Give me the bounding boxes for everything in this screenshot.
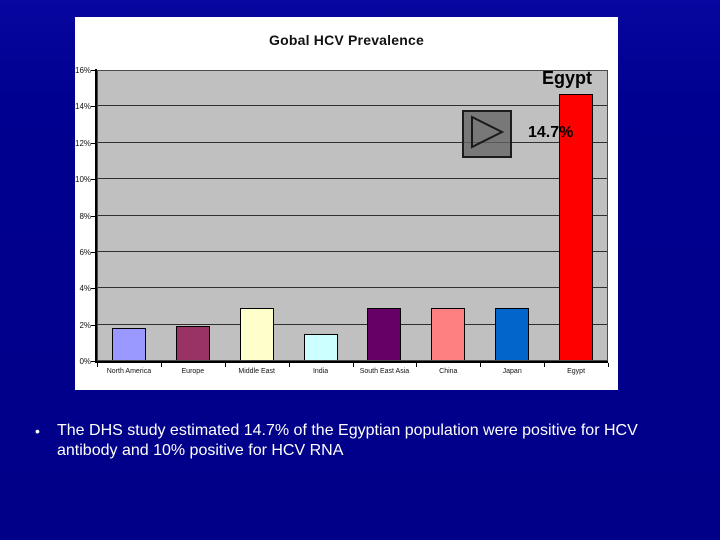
x-tick-mark [416, 363, 418, 367]
chart-title: Gobal HCV Prevalence [269, 32, 424, 48]
x-tick-label: India [312, 368, 329, 375]
x-tick-label: Egypt [567, 368, 586, 375]
y-tick-mark [91, 142, 96, 144]
y-tick-mark [91, 288, 96, 290]
y-tick-mark [91, 251, 96, 253]
y-tick-label: 16% [75, 66, 92, 75]
y-tick-label: 8% [79, 211, 91, 221]
bar-egypt [559, 93, 594, 361]
y-tick-mark [91, 215, 96, 217]
plot-area [97, 70, 608, 361]
bar-china [431, 308, 466, 361]
y-tick-label: 6% [79, 247, 91, 257]
x-tick-mark [480, 363, 482, 367]
x-tick-label: North America [106, 368, 152, 375]
x-axis-line [95, 361, 608, 363]
x-tick-label: Europe [181, 368, 205, 375]
y-tick-label: 0% [79, 357, 91, 366]
chart-container: Gobal HCV Prevalence 0% 2% 4% 6% 8% 10% 12% 14%… [75, 17, 618, 390]
x-tick-mark [288, 363, 290, 367]
y-tick-mark [91, 324, 96, 326]
y-tick-mark [91, 70, 96, 71]
x-tick-mark [544, 363, 546, 367]
bar-middle-east [239, 308, 274, 361]
x-tick-mark [352, 363, 354, 367]
y-tick-label: 14% [75, 102, 92, 112]
y-tick-mark [91, 106, 96, 108]
x-tick-label: China [439, 368, 458, 375]
gridline [97, 214, 608, 216]
gridline [97, 178, 608, 180]
y-tick-label: 2% [79, 320, 91, 330]
x-tick-label: Japan [502, 368, 522, 375]
gridline [97, 287, 608, 289]
x-tick-label: Middle East [238, 368, 275, 375]
x-tick-mark [608, 363, 609, 367]
gridline [97, 250, 608, 252]
bullet-text: The DHS study estimated 14.7% of the Egy… [57, 422, 638, 459]
bullet-item: • The DHS study estimated 14.7% of the E… [35, 421, 695, 461]
x-tick-mark [224, 363, 226, 367]
y-axis-line [95, 69, 97, 363]
bar-europe [175, 326, 210, 361]
x-tick-label: South East Asia [359, 368, 410, 375]
bar-japan [495, 308, 530, 361]
y-tick-label: 10% [75, 175, 92, 185]
bar-india [303, 333, 338, 361]
y-tick-label: 12% [75, 138, 92, 148]
x-tick-mark [97, 363, 98, 367]
gridline [97, 141, 608, 143]
bullet-marker: • [35, 423, 40, 439]
egypt-value-annotation: 14.7% [528, 124, 574, 141]
y-tick-mark [91, 179, 96, 181]
egypt-annotation: Egypt [541, 68, 592, 88]
gridline [97, 323, 608, 325]
y-tick-label: 4% [79, 284, 91, 294]
gridline [97, 105, 608, 107]
x-tick-mark [160, 363, 162, 367]
bar-south-east-asia [367, 308, 402, 361]
bar-north-america [111, 328, 146, 361]
action-play-button[interactable] [462, 110, 512, 158]
y-tick-mark [91, 361, 96, 362]
triangle-right-icon [467, 114, 507, 155]
